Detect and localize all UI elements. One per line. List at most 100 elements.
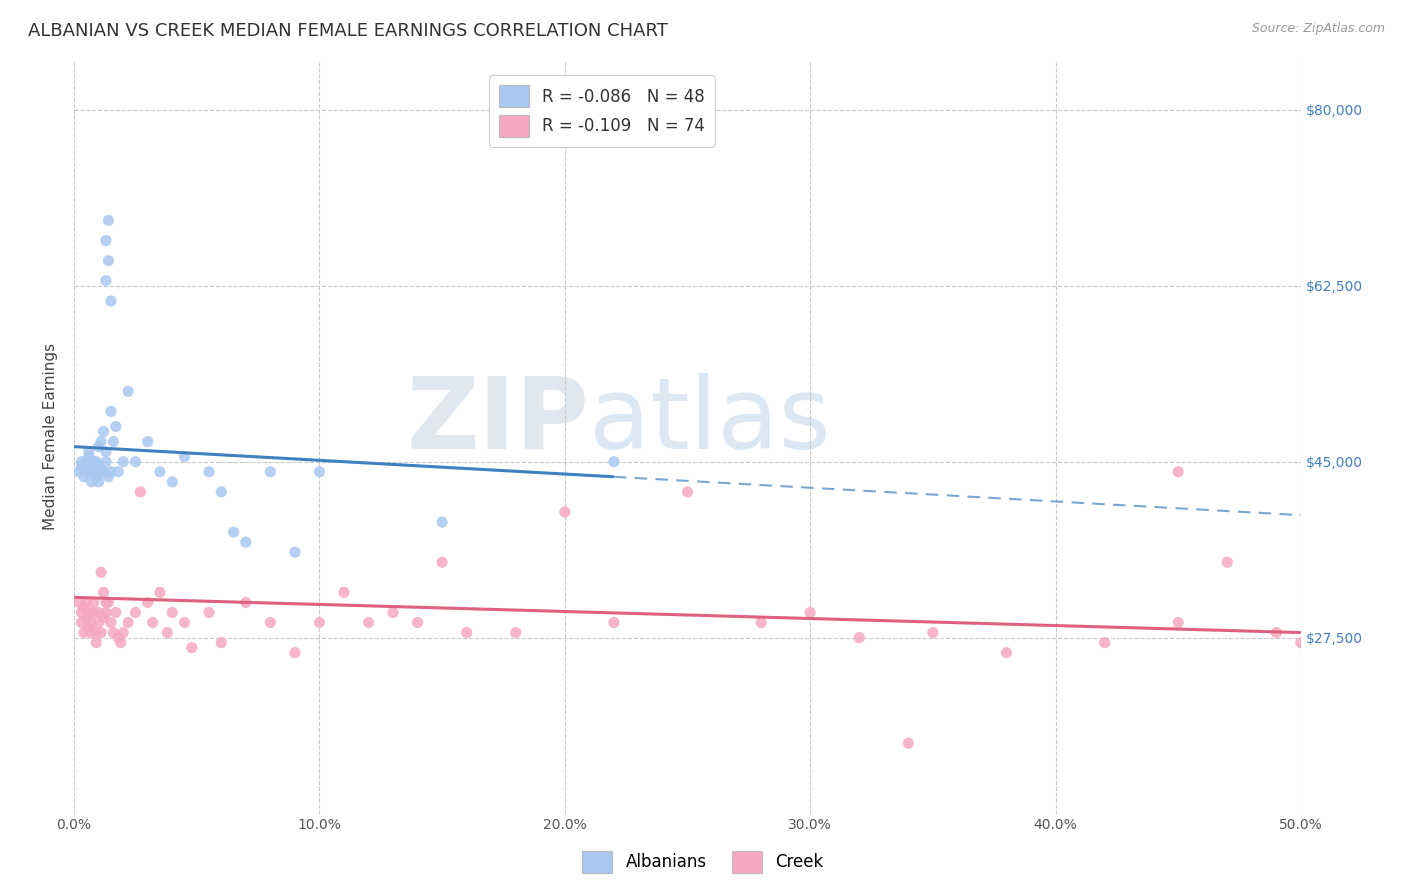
Point — [90, 465, 112, 479]
Point — [235, 595, 257, 609]
Point — [112, 625, 135, 640]
Point — [83, 606, 105, 620]
Point — [107, 631, 129, 645]
Point — [129, 484, 152, 499]
Point — [1216, 555, 1239, 569]
Point — [162, 475, 184, 489]
Point — [1167, 465, 1189, 479]
Point — [103, 434, 125, 449]
Point — [80, 625, 103, 640]
Point — [77, 444, 100, 458]
Point — [75, 465, 97, 479]
Point — [73, 463, 96, 477]
Point — [90, 566, 112, 580]
Point — [235, 535, 257, 549]
Point — [83, 455, 105, 469]
Point — [97, 470, 120, 484]
Point — [162, 606, 184, 620]
Point — [100, 465, 122, 479]
Point — [97, 213, 120, 227]
Point — [603, 615, 626, 630]
Text: ZIP: ZIP — [406, 373, 589, 470]
Point — [995, 646, 1018, 660]
Point — [107, 465, 129, 479]
Point — [430, 515, 453, 529]
Point — [84, 465, 107, 479]
Point — [73, 625, 96, 640]
Point — [100, 615, 122, 630]
Point — [87, 615, 110, 630]
Point — [357, 615, 380, 630]
Point — [430, 555, 453, 569]
Point — [308, 615, 330, 630]
Point — [77, 450, 100, 464]
Point — [1094, 635, 1116, 649]
Point — [73, 600, 96, 615]
Point — [333, 585, 356, 599]
Point — [222, 524, 245, 539]
Point — [180, 640, 202, 655]
Point — [198, 465, 221, 479]
Point — [90, 625, 112, 640]
Point — [921, 625, 943, 640]
Text: atlas: atlas — [589, 373, 831, 470]
Point — [117, 615, 139, 630]
Point — [93, 610, 115, 624]
Point — [94, 606, 117, 620]
Point — [142, 615, 165, 630]
Point — [149, 585, 172, 599]
Point — [124, 455, 146, 469]
Point — [80, 465, 103, 479]
Point — [173, 615, 195, 630]
Point — [308, 465, 330, 479]
Point — [87, 440, 110, 454]
Point — [1388, 726, 1406, 740]
Point — [149, 465, 172, 479]
Y-axis label: Median Female Earnings: Median Female Earnings — [44, 343, 58, 530]
Point — [1289, 635, 1312, 649]
Point — [1339, 615, 1361, 630]
Point — [83, 595, 105, 609]
Point — [87, 606, 110, 620]
Point — [75, 595, 97, 609]
Point — [749, 615, 772, 630]
Point — [104, 419, 127, 434]
Point — [93, 585, 115, 599]
Point — [110, 635, 132, 649]
Point — [554, 505, 576, 519]
Point — [112, 455, 135, 469]
Point — [209, 484, 232, 499]
Point — [136, 595, 159, 609]
Point — [117, 384, 139, 399]
Legend: R = -0.086   N = 48, R = -0.109   N = 74: R = -0.086 N = 48, R = -0.109 N = 74 — [488, 76, 714, 146]
Point — [97, 253, 120, 268]
Point — [284, 545, 307, 559]
Point — [1265, 625, 1288, 640]
Point — [90, 434, 112, 449]
Point — [209, 635, 232, 649]
Point — [676, 484, 699, 499]
Point — [94, 444, 117, 458]
Point — [259, 615, 281, 630]
Point — [97, 595, 120, 609]
Point — [67, 465, 90, 479]
Point — [104, 606, 127, 620]
Point — [1364, 706, 1386, 720]
Point — [77, 606, 100, 620]
Point — [100, 404, 122, 418]
Point — [136, 434, 159, 449]
Point — [70, 459, 93, 474]
Point — [77, 621, 100, 635]
Point — [80, 615, 103, 630]
Point — [505, 625, 527, 640]
Point — [94, 595, 117, 609]
Point — [259, 465, 281, 479]
Point — [156, 625, 179, 640]
Point — [75, 455, 97, 469]
Point — [80, 475, 103, 489]
Point — [603, 455, 626, 469]
Point — [84, 625, 107, 640]
Point — [94, 455, 117, 469]
Point — [94, 274, 117, 288]
Point — [75, 610, 97, 624]
